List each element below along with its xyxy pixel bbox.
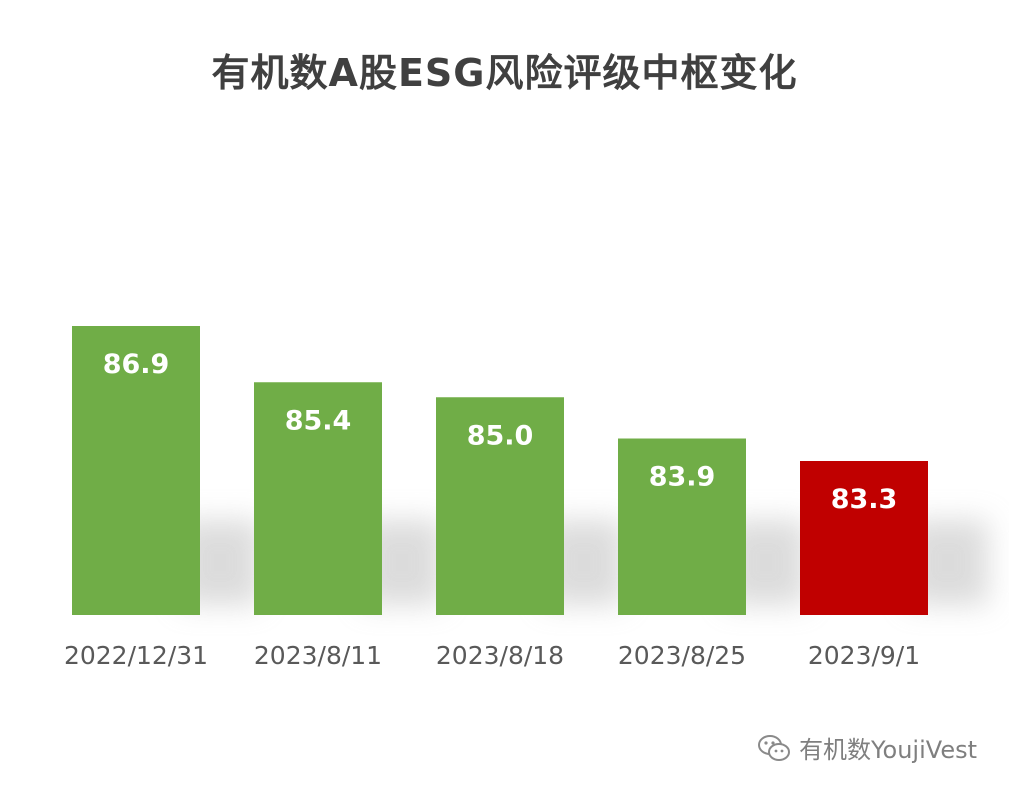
bar-value-label: 85.4 xyxy=(285,405,352,436)
x-tick-label: 2023/9/1 xyxy=(808,641,920,670)
bar-value-label: 83.9 xyxy=(649,462,716,493)
bar-2022/12/31 xyxy=(72,326,200,615)
value-labels: 86.9 85.4 85.0 83.9 83.3 xyxy=(103,349,898,515)
x-tick-label: 2023/8/25 xyxy=(618,641,746,670)
bar-2023/9/1 xyxy=(800,461,928,615)
bar-chart: 86.9 85.4 85.0 83.9 83.3 2022/12/31 2023/8/11… xyxy=(64,326,988,670)
bars xyxy=(72,326,928,615)
bar-value-label: 86.9 xyxy=(103,349,170,380)
bar-2023/8/11 xyxy=(254,382,382,615)
x-tick-label: 2022/12/31 xyxy=(64,641,208,670)
x-tick-label: 2023/8/11 xyxy=(254,641,382,670)
chart-title: 有机数A股ESG风险评级中枢变化 xyxy=(211,51,798,95)
bar-value-label: 85.0 xyxy=(467,420,534,451)
watermark: 有机数YoujiVest xyxy=(757,730,977,765)
x-tick-label: 2023/8/18 xyxy=(436,641,564,670)
x-tick-labels: 2022/12/31 2023/8/11 2023/8/18 2023/8/25 202… xyxy=(64,641,920,670)
bar-2023/8/18 xyxy=(436,397,564,615)
bar-2023/8/25 xyxy=(618,438,746,615)
wechat-icon xyxy=(758,734,791,761)
watermark-text: 有机数YoujiVest xyxy=(799,736,977,764)
bar-value-label: 83.3 xyxy=(831,484,898,515)
